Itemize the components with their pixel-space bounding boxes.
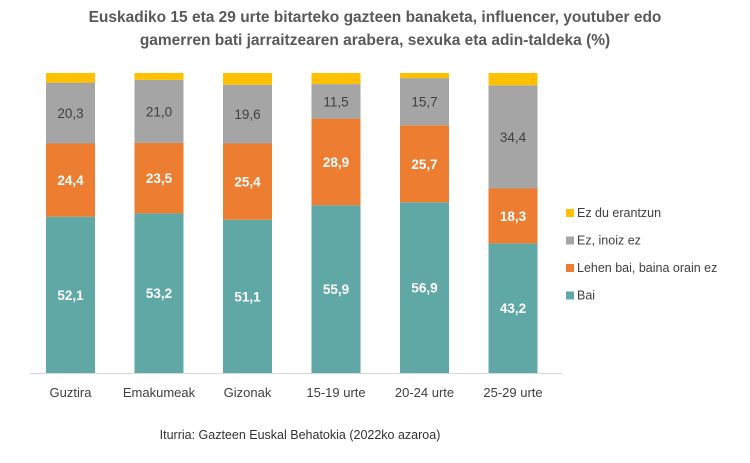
- chart-title-line-1: Euskadiko 15 eta 29 urte bitarteko gazte…: [88, 9, 662, 26]
- category-label: 25-29 urte: [483, 385, 542, 400]
- data-label: 51,1: [234, 289, 261, 304]
- bar-segment: [223, 84, 272, 144]
- data-label: 15,7: [411, 95, 437, 110]
- bar-segment: [134, 79, 184, 143]
- bar-segment: [488, 243, 538, 373]
- legend-item: Ez, inoiz ez: [577, 234, 641, 248]
- bar-segment: [488, 73, 538, 86]
- bar-segment: [488, 85, 538, 189]
- bar-segment: [134, 73, 184, 80]
- data-label: 21,0: [146, 104, 172, 119]
- bar-segment: [46, 143, 95, 217]
- data-label: 20,3: [57, 106, 83, 121]
- bar-segment: [223, 219, 272, 373]
- bar-segment: [400, 202, 449, 373]
- bar-segment: [46, 73, 95, 83]
- category-label: Guztira: [50, 385, 93, 400]
- data-label: 34,4: [500, 130, 527, 145]
- bar-segment: [46, 216, 95, 373]
- legend-item: Lehen bai, baina orain ez: [577, 261, 717, 275]
- legend-swatch: [566, 264, 574, 272]
- legend-swatch: [566, 291, 574, 300]
- data-label: 56,9: [411, 281, 437, 296]
- data-label: 11,5: [323, 94, 348, 109]
- bar-segment: [400, 73, 449, 79]
- category-label: 20-24 urte: [395, 385, 454, 400]
- data-label: 55,9: [323, 282, 349, 297]
- data-label: 53,2: [146, 286, 172, 301]
- legend-swatch: [566, 209, 574, 217]
- data-label: 28,9: [323, 155, 349, 170]
- bar-segment: [46, 82, 95, 144]
- bar-segment: [134, 142, 184, 214]
- data-label: 25,7: [411, 157, 437, 172]
- source-note: Iturria: Gazteen Euskal Behatokia (2022k…: [159, 428, 441, 442]
- bar-segment: [311, 84, 361, 119]
- data-label: 25,4: [234, 175, 261, 190]
- legend-item: Bai: [577, 289, 595, 303]
- bar-segment: [311, 118, 361, 206]
- legend-item: Ez du erantzun: [577, 206, 661, 220]
- data-label: 52,1: [57, 288, 84, 303]
- data-label: 23,5: [146, 171, 173, 186]
- chart-title-line-2: gamerren bati jarraitzearen arabera, sex…: [139, 32, 611, 49]
- chart-title: Euskadiko 15 eta 29 urte bitarteko gazte…: [0, 6, 750, 52]
- bar-segment: [488, 188, 538, 244]
- category-label: Emakumeak: [123, 385, 196, 400]
- category-label: Gizonak: [224, 385, 272, 400]
- bar-segment: [134, 213, 184, 373]
- bar-segment: [311, 205, 361, 373]
- data-label: 43,2: [500, 301, 526, 316]
- bar-segment: [223, 143, 272, 220]
- data-label: 19,6: [234, 107, 260, 122]
- category-label: 15-19 urte: [306, 385, 365, 400]
- data-label: 18,3: [500, 209, 527, 224]
- bar-segment: [311, 73, 361, 85]
- bar-segment: [223, 73, 272, 85]
- bar-segment: [400, 78, 449, 126]
- legend-swatch: [566, 236, 574, 245]
- bar-segment: [400, 125, 449, 203]
- data-label: 24,4: [57, 173, 84, 188]
